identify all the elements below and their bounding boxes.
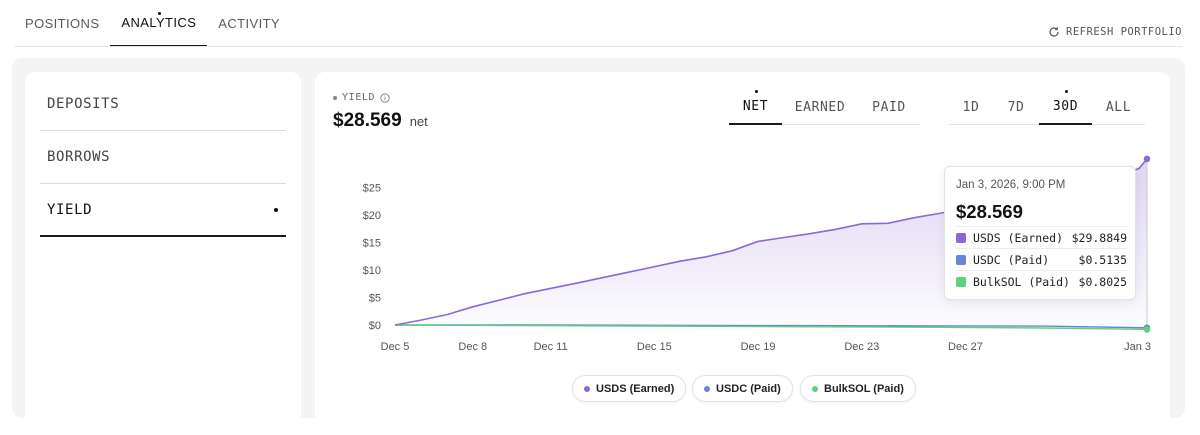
legend-item-usdc[interactable]: USDC (Paid) [692, 375, 793, 402]
mode-tabs: NET EARNED PAID [729, 90, 920, 125]
series-end-point [1143, 155, 1151, 163]
x-tick-label: Dec 15 [637, 341, 672, 353]
x-tick-label: Jan 3 [1124, 341, 1151, 353]
y-tick-label: $0 [369, 320, 381, 332]
tab-earned-label: EARNED [794, 100, 846, 115]
tab-30d[interactable]: 30D [1039, 90, 1092, 125]
tooltip-row-name: USDS (Earned) [973, 230, 1064, 245]
x-tick-label: Dec 23 [844, 341, 879, 353]
y-tick-label: $25 [363, 183, 381, 195]
menu-item-deposits-label: DEPOSITS [47, 96, 120, 112]
top-tab-bar: POSITIONS ANALYTICS ACTIVITY [14, 0, 291, 47]
usdc-swatch [956, 254, 966, 265]
tooltip-row-bulksol: BulkSOL (Paid) $0.8025 [956, 270, 1127, 292]
bulksol-dot [812, 385, 818, 392]
tab-net[interactable]: NET [729, 90, 782, 125]
y-tick-label: $5 [369, 293, 381, 305]
usds-dot [584, 385, 590, 392]
legend-label: USDC (Paid) [716, 382, 781, 395]
bulksol-swatch [956, 276, 966, 287]
tooltip-row-value: $29.8849 [1071, 230, 1127, 245]
menu-item-yield[interactable]: YIELD [40, 184, 286, 237]
menu-item-borrows[interactable]: BORROWS [40, 131, 286, 184]
tab-7d[interactable]: 7D [993, 90, 1039, 125]
usdc-dot [704, 385, 710, 392]
refresh-icon [1049, 27, 1059, 37]
tooltip-row-usdc: USDC (Paid) $0.5135 [956, 248, 1127, 270]
tab-positions[interactable]: POSITIONS [14, 0, 110, 47]
tooltip-row-value: $0.8025 [1078, 274, 1127, 289]
metric-header: YIELD [333, 92, 390, 103]
info-icon[interactable] [380, 92, 390, 103]
tab-analytics-label: ANALYTICS [121, 15, 197, 30]
range-tabs: 1D 7D 30D ALL [949, 90, 1145, 125]
legend-label: USDS (Earned) [596, 382, 675, 395]
tooltip-row-usds: USDS (Earned) $29.8849 [956, 226, 1127, 248]
tab-positions-label: POSITIONS [25, 16, 100, 31]
tooltip-row-name: BulkSOL (Paid) [973, 274, 1070, 289]
tab-bar-divider [14, 46, 1182, 47]
tab-all[interactable]: ALL [1092, 90, 1145, 125]
y-tick-label: $15 [363, 238, 381, 250]
metric-value: $28.569 [333, 110, 402, 131]
metric-label: YIELD [342, 92, 376, 103]
active-dot-indicator [1064, 90, 1068, 93]
series-line-bulksol-paid [394, 324, 1148, 331]
tab-analytics[interactable]: ANALYTICS [110, 0, 208, 47]
active-dot-indicator [274, 207, 278, 212]
legend-item-bulksol[interactable]: BulkSOL (Paid) [800, 375, 916, 402]
metric-menu-card: DEPOSITS BORROWS YIELD [25, 72, 301, 418]
tab-1d[interactable]: 1D [949, 90, 993, 125]
x-tick-label: Dec 8 [458, 341, 487, 353]
x-tick-label: Dec 27 [948, 341, 983, 353]
tab-1d-label: 1D [962, 100, 980, 115]
bullet-dot [333, 95, 337, 100]
y-tick-label: $20 [363, 210, 381, 222]
menu-item-borrows-label: BORROWS [47, 149, 111, 165]
tooltip-row-value: $0.5135 [1078, 252, 1127, 267]
active-dot-indicator [754, 90, 758, 93]
tab-7d-label: 7D [1007, 100, 1025, 115]
x-tick-label: Dec 19 [741, 341, 776, 353]
chart-tooltip: Jan 3, 2026, 9:00 PM $28.569 USDS (Earne… [944, 166, 1136, 300]
x-axis: Dec 5 Dec 8 Dec 11 Dec 15 Dec 19 Dec 23 Dec 27… [381, 341, 1151, 353]
tab-paid-label: PAID [872, 100, 906, 115]
refresh-label: REFRESH PORTFOLIO [1066, 26, 1182, 38]
usds-swatch [956, 232, 966, 243]
refresh-portfolio-button[interactable]: REFRESH PORTFOLIO [1048, 26, 1182, 38]
tab-30d-label: 30D [1052, 99, 1079, 114]
tab-net-label: NET [742, 99, 769, 114]
metric-value-display: $28.569 net [333, 110, 428, 132]
tooltip-row-name: USDC (Paid) [973, 252, 1050, 267]
series-end-point [1143, 326, 1151, 333]
tab-paid[interactable]: PAID [858, 90, 920, 125]
legend-label: BulkSOL (Paid) [824, 382, 904, 395]
y-tick-label: $10 [363, 265, 381, 277]
tab-activity[interactable]: ACTIVITY [207, 0, 291, 47]
tab-activity-label: ACTIVITY [218, 16, 280, 31]
menu-item-yield-label: YIELD [47, 201, 93, 218]
tab-all-label: ALL [1105, 100, 1132, 115]
menu-item-deposits[interactable]: DEPOSITS [40, 78, 286, 131]
legend-item-usds[interactable]: USDS (Earned) [572, 375, 687, 402]
tooltip-date: Jan 3, 2026, 9:00 PM [956, 179, 1066, 191]
tab-earned[interactable]: EARNED [782, 90, 858, 125]
x-tick-label: Dec 11 [534, 341, 568, 353]
tooltip-value: $28.569 [956, 201, 1023, 222]
metric-unit: net [409, 114, 428, 129]
y-axis: $0 $5 $10 $15 $20 $25 [363, 183, 381, 333]
active-dot-indicator [157, 12, 161, 15]
x-tick-label: Dec 5 [381, 341, 410, 353]
